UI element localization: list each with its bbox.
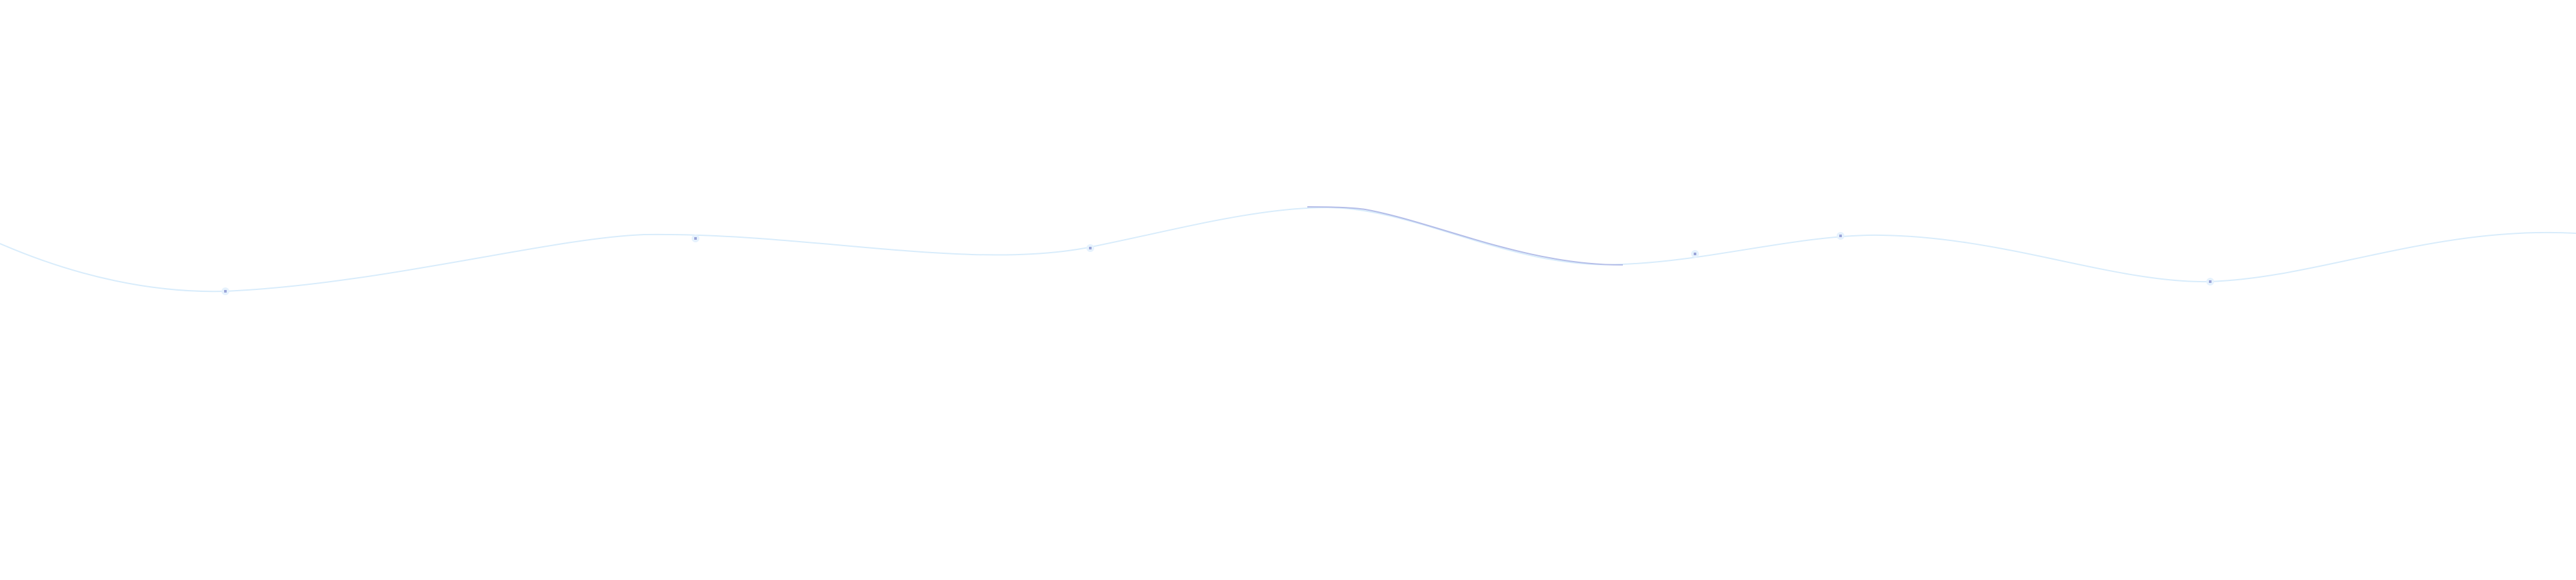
- wave-line-faint: [0, 206, 2576, 293]
- sparkle-icon: [1839, 235, 1842, 237]
- sparkles: [222, 232, 2214, 295]
- sparkle-icon: [1089, 247, 1092, 249]
- sparkle-icon: [2209, 280, 2211, 283]
- sparkle-icon: [1694, 253, 1696, 255]
- sparkle-icon: [694, 237, 697, 240]
- wave-line-highlight: [1307, 206, 1624, 266]
- sparkle-icon: [224, 290, 227, 293]
